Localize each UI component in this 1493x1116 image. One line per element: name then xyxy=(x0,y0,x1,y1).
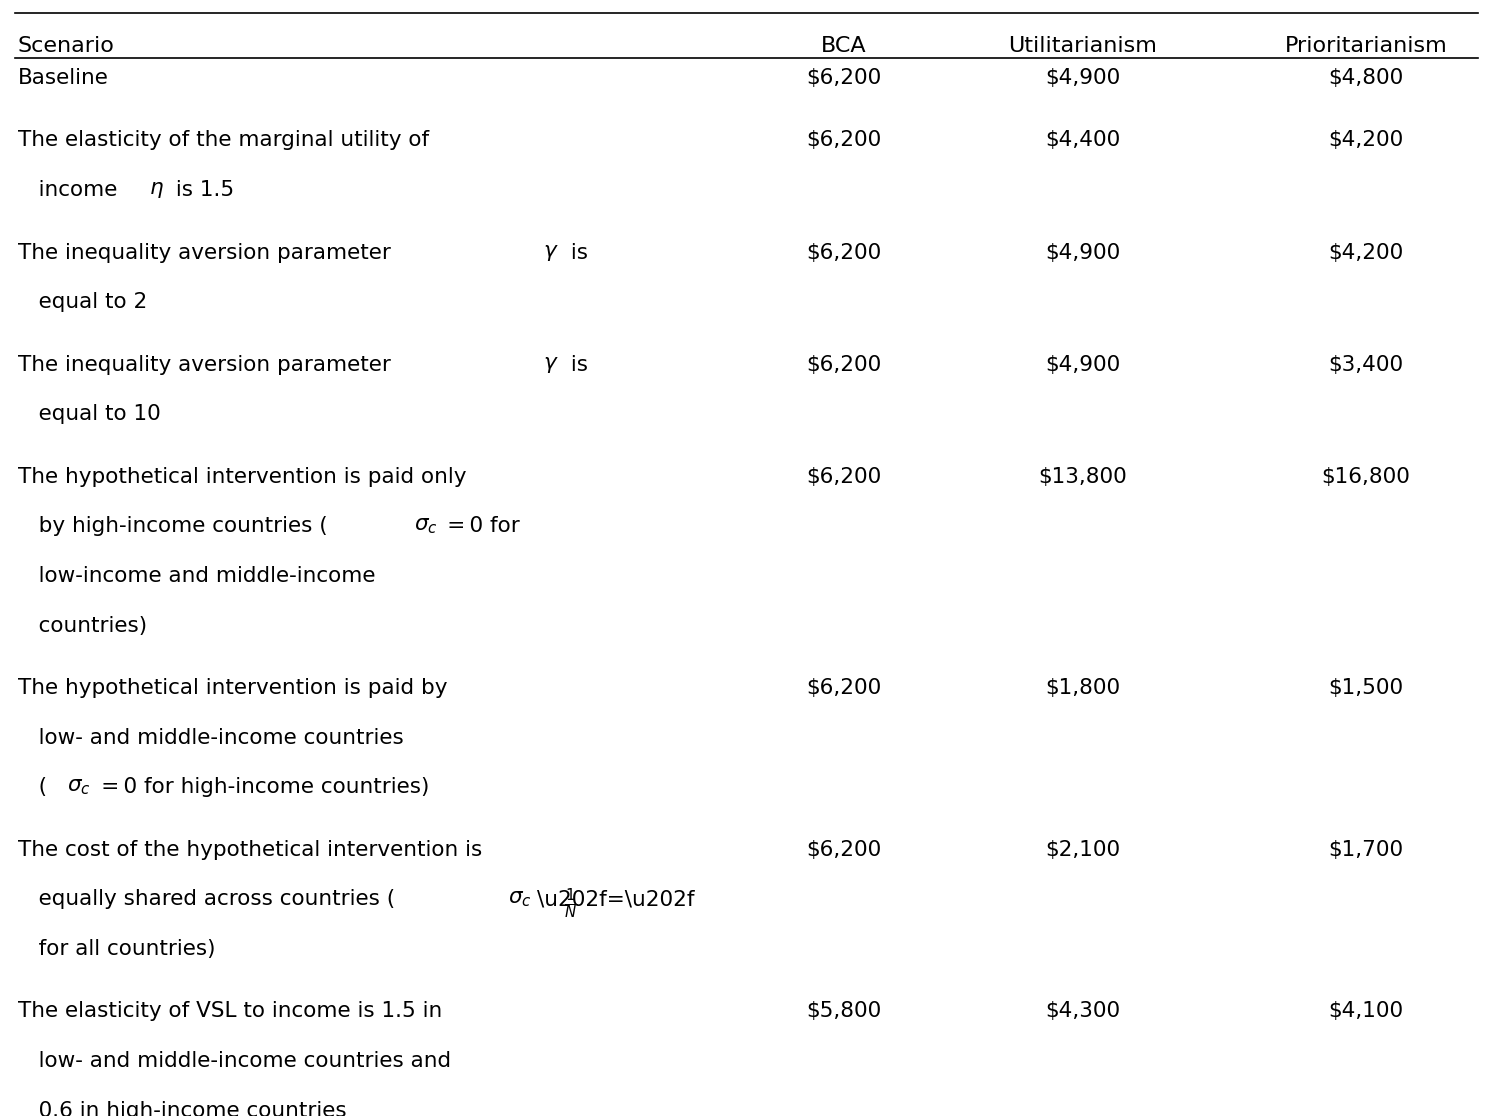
Text: $4,800: $4,800 xyxy=(1329,68,1403,88)
Text: The elasticity of the marginal utility of: The elasticity of the marginal utility o… xyxy=(18,131,428,151)
Text: equally shared across countries (: equally shared across countries ( xyxy=(18,889,396,910)
Text: $6,200: $6,200 xyxy=(806,466,881,487)
Text: The hypothetical intervention is paid by: The hypothetical intervention is paid by xyxy=(18,679,448,698)
Text: for all countries): for all countries) xyxy=(18,939,215,959)
Text: \u202f=\u202f: \u202f=\u202f xyxy=(537,889,694,910)
Text: $\eta$: $\eta$ xyxy=(149,180,164,200)
Text: income: income xyxy=(18,180,124,200)
Text: 0.6 in high-income countries: 0.6 in high-income countries xyxy=(18,1100,346,1116)
Text: The cost of the hypothetical intervention is: The cost of the hypothetical interventio… xyxy=(18,839,482,859)
Text: $6,200: $6,200 xyxy=(806,355,881,375)
Text: $6,200: $6,200 xyxy=(806,839,881,859)
Text: $6,200: $6,200 xyxy=(806,68,881,88)
Text: $1,700: $1,700 xyxy=(1329,839,1403,859)
Text: is: is xyxy=(564,355,588,375)
Text: $6,200: $6,200 xyxy=(806,131,881,151)
Text: is: is xyxy=(564,242,588,262)
Text: $4,200: $4,200 xyxy=(1329,131,1403,151)
Text: The inequality aversion parameter: The inequality aversion parameter xyxy=(18,242,397,262)
Text: Baseline: Baseline xyxy=(18,68,109,88)
Text: $4,300: $4,300 xyxy=(1045,1001,1120,1021)
Text: $\sigma_c$: $\sigma_c$ xyxy=(508,889,532,910)
Text: $\sigma_c$: $\sigma_c$ xyxy=(67,777,91,797)
Text: low-income and middle-income: low-income and middle-income xyxy=(18,566,375,586)
Text: $\gamma$: $\gamma$ xyxy=(543,242,558,262)
Text: $\gamma$: $\gamma$ xyxy=(543,355,558,375)
Text: = 0 for: = 0 for xyxy=(443,517,520,537)
Text: $4,900: $4,900 xyxy=(1045,242,1120,262)
Text: $4,100: $4,100 xyxy=(1329,1001,1403,1021)
Text: The elasticity of VSL to income is 1.5 in: The elasticity of VSL to income is 1.5 i… xyxy=(18,1001,442,1021)
Text: low- and middle-income countries: low- and middle-income countries xyxy=(18,728,403,748)
Text: $\frac{1}{N}$: $\frac{1}{N}$ xyxy=(564,886,578,921)
Text: BCA: BCA xyxy=(821,36,866,56)
Text: countries): countries) xyxy=(18,616,146,635)
Text: The inequality aversion parameter: The inequality aversion parameter xyxy=(18,355,397,375)
Text: (: ( xyxy=(18,777,46,797)
Text: = 0 for high-income countries): = 0 for high-income countries) xyxy=(97,777,430,797)
Text: $2,100: $2,100 xyxy=(1045,839,1120,859)
Text: $13,800: $13,800 xyxy=(1038,466,1127,487)
Text: $1,800: $1,800 xyxy=(1045,679,1120,698)
Text: by high-income countries (: by high-income countries ( xyxy=(18,517,327,537)
Text: Prioritarianism: Prioritarianism xyxy=(1284,36,1448,56)
Text: $16,800: $16,800 xyxy=(1321,466,1411,487)
Text: is 1.5: is 1.5 xyxy=(169,180,234,200)
Text: $4,900: $4,900 xyxy=(1045,355,1120,375)
Text: $4,200: $4,200 xyxy=(1329,242,1403,262)
Text: Scenario: Scenario xyxy=(18,36,115,56)
Text: $6,200: $6,200 xyxy=(806,679,881,698)
Text: Utilitarianism: Utilitarianism xyxy=(1008,36,1157,56)
Text: $5,800: $5,800 xyxy=(806,1001,881,1021)
Text: $6,200: $6,200 xyxy=(806,242,881,262)
Text: low- and middle-income countries and: low- and middle-income countries and xyxy=(18,1051,451,1071)
Text: equal to 2: equal to 2 xyxy=(18,292,148,312)
Text: $1,500: $1,500 xyxy=(1329,679,1403,698)
Text: equal to 10: equal to 10 xyxy=(18,404,161,424)
Text: $4,900: $4,900 xyxy=(1045,68,1120,88)
Text: $4,400: $4,400 xyxy=(1045,131,1120,151)
Text: $\sigma_c$: $\sigma_c$ xyxy=(414,517,437,537)
Text: $3,400: $3,400 xyxy=(1329,355,1403,375)
Text: The hypothetical intervention is paid only: The hypothetical intervention is paid on… xyxy=(18,466,466,487)
